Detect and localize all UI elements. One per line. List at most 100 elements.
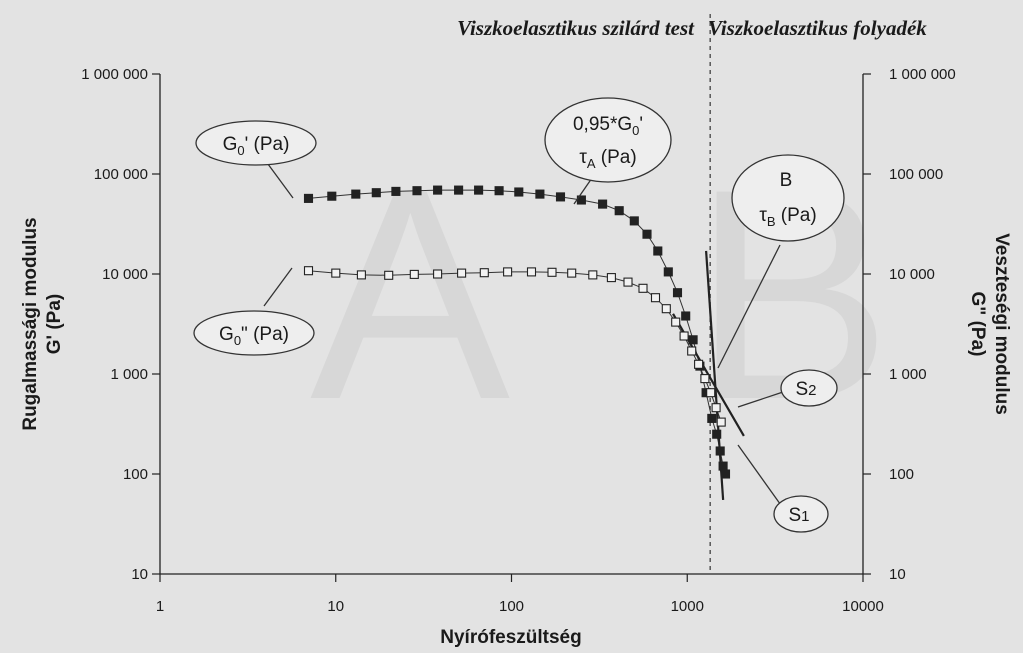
- y-tick-label-left: 1 000 000: [81, 66, 148, 83]
- annotation-main: G: [223, 134, 238, 155]
- annotation-bubble: [773, 495, 829, 533]
- data-point-loss-modulus: [606, 273, 616, 283]
- data-point-loss-modulus: [650, 293, 661, 303]
- annotation-label: S2: [795, 379, 816, 400]
- annotation-suffix: " (Pa): [241, 324, 289, 345]
- data-point-loss-modulus: [479, 268, 489, 278]
- data-point-storage-modulus: [629, 216, 639, 226]
- annotation-label: G0" (Pa): [219, 324, 289, 348]
- x-tick-label: 10: [327, 598, 344, 615]
- x-tick-label: 1: [156, 598, 164, 615]
- data-point-loss-modulus: [623, 277, 633, 287]
- y-tick-label-right: 10 000: [889, 266, 935, 283]
- data-point-storage-modulus: [688, 335, 698, 345]
- data-point-storage-modulus: [555, 192, 566, 202]
- annotation-g0-prime: G0' (Pa): [195, 120, 317, 166]
- x-tick-label: 10000: [842, 598, 884, 615]
- data-point-loss-modulus: [503, 267, 513, 277]
- annotation-subscript: B: [767, 214, 776, 229]
- y-axis-title-right: Veszteségi modulus G" (Pa): [967, 233, 1012, 415]
- y-tick-label-right: 100 000: [889, 166, 943, 183]
- annotation-main: S: [795, 379, 808, 400]
- data-point-loss-modulus: [331, 268, 341, 278]
- annotation-label-line2: τB (Pa): [759, 205, 816, 229]
- leader-s2: [737, 391, 784, 408]
- region-title-liquid: Viszkoelasztikus folyadék: [708, 16, 927, 40]
- region-title-solid: Viszkoelasztikus szilárd test: [457, 16, 695, 40]
- data-point-storage-modulus: [535, 189, 545, 199]
- annotation-bubble: [780, 369, 838, 407]
- data-point-loss-modulus: [687, 346, 697, 356]
- y-axis-title-left-line1: Rugalmassági modulus: [20, 217, 41, 430]
- annotation-suffix: (Pa): [776, 205, 817, 226]
- annotation-label-line1: B: [780, 170, 793, 191]
- y-tick-label-right: 100: [889, 466, 914, 483]
- data-point-storage-modulus: [412, 186, 422, 196]
- y-tick-label-right: 1 000 000: [889, 66, 956, 83]
- y-tick-label-left: 100 000: [94, 166, 148, 183]
- annotation-label-line1: 0,95*G0': [573, 114, 643, 138]
- y-tick-label-right: 10: [889, 566, 906, 583]
- annotation-subscript: 0: [234, 333, 241, 348]
- data-point-loss-modulus: [711, 403, 721, 413]
- series-storage-modulus: [303, 185, 731, 479]
- annotation-label: G0' (Pa): [223, 134, 290, 158]
- leader-s1: [737, 444, 784, 509]
- data-point-storage-modulus: [715, 446, 725, 456]
- annotation-s2: S2: [780, 369, 838, 407]
- data-point-storage-modulus: [351, 189, 361, 199]
- data-point-loss-modulus: [567, 268, 577, 278]
- y-tick-label-left: 10 000: [102, 266, 148, 283]
- data-point-loss-modulus: [694, 359, 704, 369]
- annotation-bubble: [195, 120, 317, 166]
- annotation-subscript: 2: [808, 382, 816, 399]
- leader-tau-a: [573, 177, 593, 205]
- data-point-loss-modulus: [638, 283, 648, 293]
- data-point-loss-modulus: [706, 388, 716, 398]
- data-point-loss-modulus: [526, 267, 537, 277]
- annotation-suffix: ': [639, 114, 643, 135]
- data-point-storage-modulus: [454, 185, 464, 195]
- data-point-loss-modulus: [457, 268, 467, 278]
- annotation-main: τ: [759, 205, 767, 226]
- data-point-loss-modulus: [679, 331, 689, 341]
- annotation-subscript: 1: [801, 508, 809, 525]
- data-point-storage-modulus: [391, 186, 401, 196]
- data-point-storage-modulus: [681, 311, 691, 321]
- data-point-loss-modulus: [547, 267, 557, 277]
- data-point-storage-modulus: [494, 186, 504, 196]
- annotation-label-line2: τA (Pa): [579, 147, 636, 171]
- data-point-storage-modulus: [598, 199, 608, 209]
- annotation-main: 0,95*G: [573, 114, 632, 135]
- data-point-storage-modulus: [474, 185, 484, 195]
- leader-g0-prime: [264, 159, 294, 199]
- data-point-loss-modulus: [716, 417, 726, 427]
- annotation-subscript: 0: [237, 143, 244, 158]
- annotation-g0-double: G0" (Pa): [193, 310, 315, 356]
- data-point-storage-modulus: [663, 267, 673, 277]
- data-point-storage-modulus: [712, 429, 722, 439]
- data-point-storage-modulus: [327, 191, 337, 201]
- y-tick-label-left: 10: [131, 566, 148, 583]
- data-point-loss-modulus: [661, 304, 671, 314]
- data-point-storage-modulus: [514, 187, 524, 197]
- annotation-tau-b: B τB (Pa): [731, 154, 845, 242]
- x-tick-label: 100: [499, 598, 524, 615]
- data-point-storage-modulus: [614, 206, 624, 216]
- data-point-loss-modulus: [588, 270, 598, 280]
- annotation-bubble: [193, 310, 315, 356]
- y-tick-label-right: 1 000: [889, 366, 927, 383]
- y-axis-title-right-line1: Veszteségi modulus: [991, 233, 1012, 415]
- data-point-storage-modulus: [642, 229, 652, 239]
- data-point-loss-modulus: [384, 270, 394, 280]
- y-axis-title-right-line2: G" (Pa): [967, 292, 988, 357]
- annotation-suffix: ' (Pa): [245, 134, 290, 155]
- data-point-loss-modulus: [303, 266, 314, 276]
- annotation-bubble: [544, 97, 672, 183]
- annotation-label: S1: [788, 505, 809, 526]
- annotation-suffix: (Pa): [596, 147, 637, 168]
- annotation-main: τ: [579, 147, 587, 168]
- tangent-line: [704, 250, 725, 501]
- data-point-loss-modulus: [700, 374, 710, 384]
